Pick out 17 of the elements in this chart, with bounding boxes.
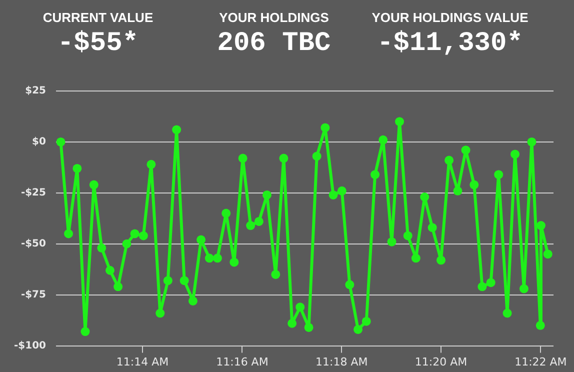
x-tick-label: 11:18 AM [316, 355, 368, 368]
text: YOUR HOLDINGS [218, 10, 330, 25]
y-tick-label: -$50 [20, 238, 46, 250]
y-tick-label: $25 [25, 86, 46, 97]
y-tick-label: -$25 [20, 188, 46, 199]
y-tick-label: -$100 [14, 340, 46, 352]
text: 206 TBC [216, 29, 332, 59]
text: YOUR HOLDINGS VALUE [370, 10, 530, 25]
y-tick-label: -$75 [20, 289, 46, 300]
x-tick-label: 11:14 AM [116, 355, 169, 368]
text: -$11,330* [376, 29, 524, 59]
x-tick-label: 11:16 AM [216, 355, 268, 368]
x-tick-label: 11:22 AM [514, 355, 567, 368]
text: CURRENT VALUE [42, 10, 154, 25]
y-tick-label: $0 [32, 136, 46, 148]
x-tick-label: 11:20 AM [414, 355, 468, 368]
text: -$55* [56, 29, 140, 59]
